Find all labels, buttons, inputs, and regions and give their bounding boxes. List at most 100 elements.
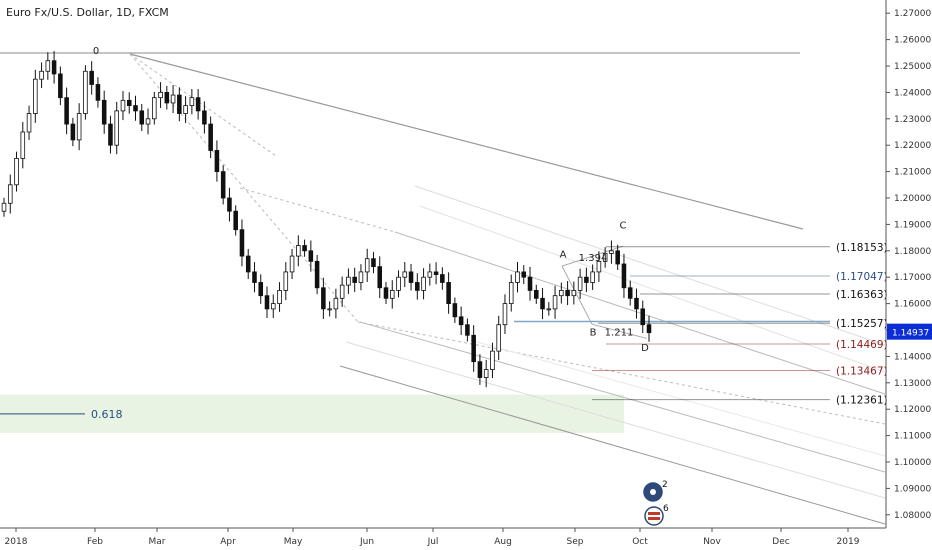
candle-body[interactable] <box>183 105 188 114</box>
candle-body[interactable] <box>83 70 88 114</box>
candle-body[interactable] <box>596 260 602 273</box>
candle-body[interactable] <box>101 99 107 125</box>
candle-body[interactable] <box>214 150 220 172</box>
candle-body[interactable] <box>627 287 633 299</box>
candle-body[interactable] <box>321 287 326 310</box>
candle-body[interactable] <box>189 97 195 107</box>
candle-body[interactable] <box>20 131 26 159</box>
candle-body[interactable] <box>220 171 226 199</box>
candle-body[interactable] <box>427 271 433 278</box>
candle-body[interactable] <box>465 324 470 336</box>
candle-body[interactable] <box>502 303 508 326</box>
candle-body[interactable] <box>33 78 38 114</box>
candle-body[interactable] <box>108 123 113 146</box>
candle-body[interactable] <box>571 289 577 297</box>
candle-body[interactable] <box>477 361 483 378</box>
candle-body[interactable] <box>164 92 170 104</box>
candle-body[interactable] <box>51 60 57 75</box>
candle-body[interactable] <box>565 289 570 297</box>
flag-event-icon[interactable] <box>644 506 664 526</box>
candle-body[interactable] <box>302 245 307 252</box>
candle-body[interactable] <box>289 255 295 273</box>
candle-body[interactable] <box>264 295 270 310</box>
candle-body[interactable] <box>508 282 514 305</box>
candle-body[interactable] <box>446 282 451 305</box>
candle-body[interactable] <box>170 94 176 104</box>
trend-line[interactable] <box>419 205 886 373</box>
candle-body[interactable] <box>458 316 464 326</box>
candle-body[interactable] <box>245 255 251 273</box>
trend-line[interactable] <box>239 187 396 233</box>
candle-body[interactable] <box>227 197 232 212</box>
candle-body[interactable] <box>1 202 7 212</box>
candle-body[interactable] <box>521 271 527 278</box>
trend-line[interactable] <box>339 365 886 525</box>
candle-body[interactable] <box>584 276 589 283</box>
candle-body[interactable] <box>308 250 314 262</box>
candle-body[interactable] <box>14 157 19 186</box>
candle-body[interactable] <box>39 70 44 80</box>
candle-body[interactable] <box>540 297 545 310</box>
candle-body[interactable] <box>577 276 583 291</box>
candle-body[interactable] <box>239 229 245 257</box>
trend-line[interactable] <box>129 53 277 157</box>
candle-body[interactable] <box>421 276 426 291</box>
candle-body[interactable] <box>95 84 101 101</box>
candle-body[interactable] <box>314 260 320 289</box>
candle-body[interactable] <box>158 92 163 99</box>
trend-line[interactable] <box>345 341 886 499</box>
candle-body[interactable] <box>346 276 351 286</box>
candle-body[interactable] <box>389 289 395 299</box>
candle-body[interactable] <box>76 113 82 141</box>
candle-body[interactable] <box>440 274 445 283</box>
trend-line[interactable] <box>414 185 886 346</box>
candle-body[interactable] <box>133 105 138 112</box>
candle-body[interactable] <box>7 184 13 204</box>
candle-body[interactable] <box>270 303 276 310</box>
candle-body[interactable] <box>352 276 357 283</box>
candle-body[interactable] <box>552 295 558 310</box>
candle-body[interactable] <box>415 282 420 291</box>
candle-body[interactable] <box>602 253 608 262</box>
candle-body[interactable] <box>339 284 345 299</box>
candle-body[interactable] <box>70 123 76 141</box>
candle-body[interactable] <box>377 266 383 289</box>
candle-body[interactable] <box>496 324 501 352</box>
trend-line[interactable] <box>129 53 359 323</box>
candle-body[interactable] <box>527 276 533 291</box>
candle-body[interactable] <box>634 297 639 310</box>
candle-body[interactable] <box>590 271 595 283</box>
candle-body[interactable] <box>139 110 145 125</box>
calendar-event-icon[interactable] <box>643 482 663 502</box>
candle-body[interactable] <box>120 99 126 112</box>
candle-body[interactable] <box>546 308 552 311</box>
candle-body[interactable] <box>471 334 476 363</box>
candle-body[interactable] <box>490 350 495 370</box>
pattern-line[interactable] <box>561 245 624 267</box>
candle-body[interactable] <box>333 297 339 310</box>
candle-body[interactable] <box>26 113 32 133</box>
candle-body[interactable] <box>283 271 289 291</box>
candle-body[interactable] <box>277 289 282 304</box>
trend-line[interactable] <box>129 53 804 230</box>
candle-body[interactable] <box>396 276 401 291</box>
candle-body[interactable] <box>327 308 332 311</box>
candle-body[interactable] <box>364 258 370 273</box>
candle-body[interactable] <box>609 250 614 254</box>
pattern-line[interactable] <box>591 323 648 339</box>
candle-body[interactable] <box>58 73 63 99</box>
candle-body[interactable] <box>534 289 539 299</box>
candle-body[interactable] <box>402 271 408 278</box>
candle-body[interactable] <box>126 99 132 106</box>
candle-body[interactable] <box>195 97 201 112</box>
candle-body[interactable] <box>152 97 157 120</box>
candle-body[interactable] <box>483 369 489 378</box>
candle-body[interactable] <box>233 210 238 231</box>
candle-body[interactable] <box>371 258 376 268</box>
trend-line[interactable] <box>394 231 886 395</box>
candle-body[interactable] <box>383 287 389 299</box>
candle-body[interactable] <box>433 271 439 275</box>
candle-body[interactable] <box>559 289 564 297</box>
